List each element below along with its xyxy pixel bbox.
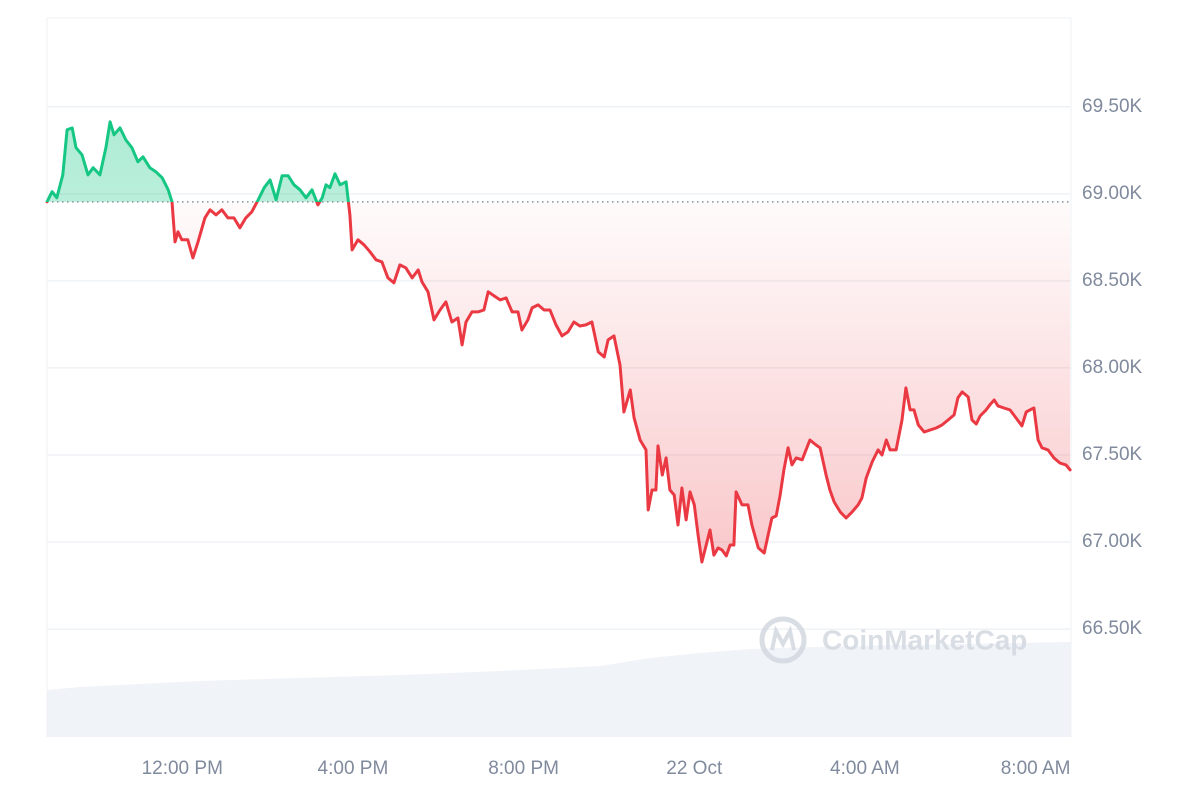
x-tick-label: 4:00 PM	[318, 758, 389, 779]
x-tick-label: 8:00 AM	[1001, 758, 1071, 779]
y-tick-label: 68.00K	[1082, 357, 1143, 378]
x-tick-label: 12:00 PM	[142, 758, 223, 779]
x-tick-label: 8:00 PM	[488, 758, 559, 779]
watermark-text: CoinMarketCap	[822, 624, 1027, 655]
y-tick-label: 66.50K	[1082, 618, 1143, 639]
price-area	[47, 121, 1071, 563]
y-tick-label: 67.50K	[1082, 444, 1143, 465]
watermark-logo-mark	[770, 625, 796, 651]
price-line	[45, 120, 1072, 564]
y-tick-label: 67.00K	[1082, 531, 1143, 552]
x-tick-label: 22 Oct	[666, 758, 723, 779]
watermark-logo	[759, 616, 807, 664]
watermark: CoinMarketCap	[759, 616, 1027, 664]
x-tick-label: 4:00 AM	[830, 758, 900, 779]
y-tick-label: 68.50K	[1082, 270, 1143, 291]
y-tick-label: 69.00K	[1082, 183, 1143, 204]
y-tick-label: 69.50K	[1082, 96, 1143, 117]
volume-area	[47, 642, 1071, 737]
